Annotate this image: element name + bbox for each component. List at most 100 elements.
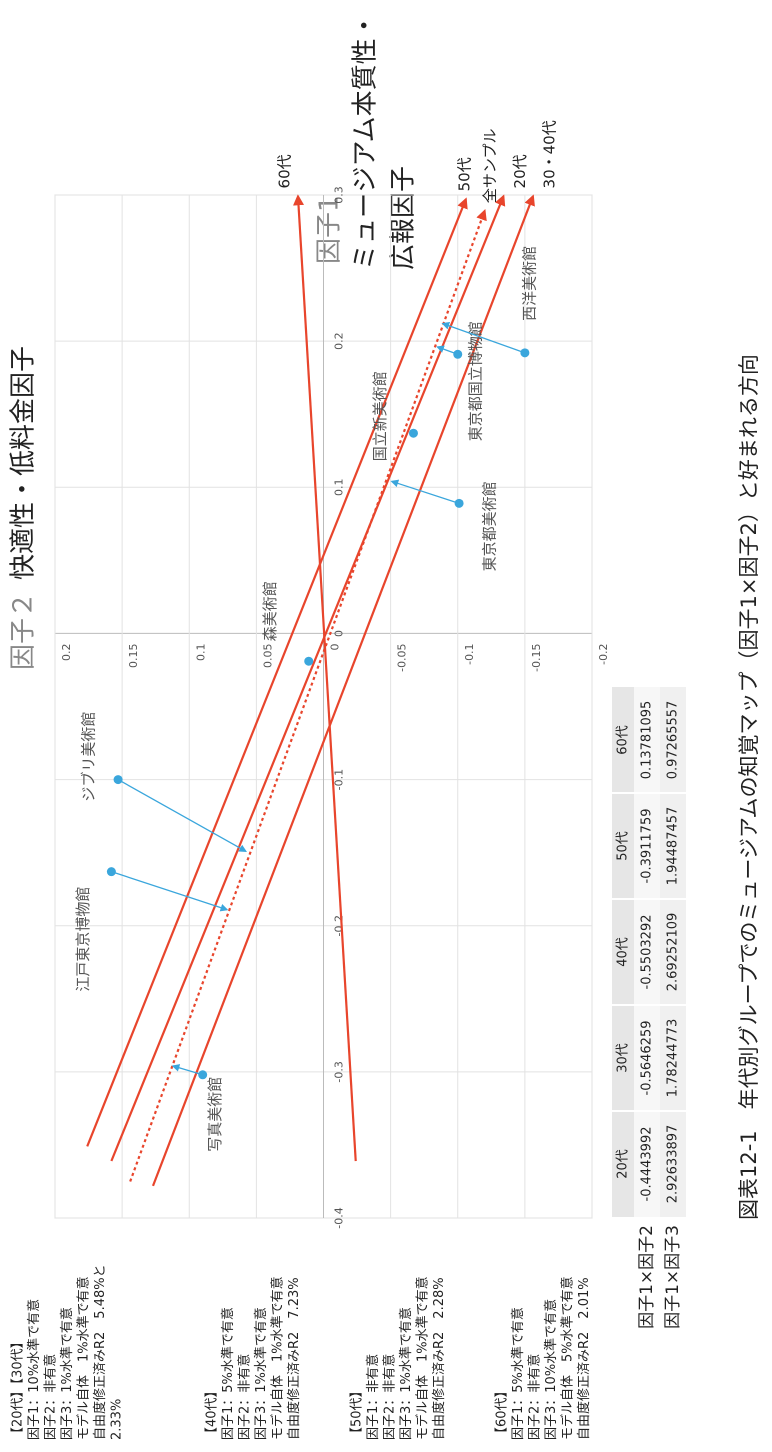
table-header: 60代 bbox=[616, 725, 631, 755]
table-cell: -0.4443992 bbox=[640, 1127, 655, 1202]
y-tick-label: 0.1 bbox=[194, 643, 207, 661]
y-tick-label: -0.1 bbox=[463, 643, 476, 664]
point bbox=[454, 498, 464, 508]
table-cell: 2.92633897 bbox=[666, 1125, 681, 1204]
note-line: モデル自体 1%水準で有意 bbox=[415, 1276, 431, 1440]
x-tick-label: 0 bbox=[333, 630, 346, 637]
note-line: 因子1：10%水準で有意 bbox=[26, 1299, 42, 1440]
y-tick-label: 0 bbox=[329, 643, 342, 650]
point-label: 東京都国立博物館 bbox=[466, 321, 484, 441]
y-tick-label: 0.05 bbox=[261, 643, 274, 668]
note-line: 因子3：1%水準で有意 bbox=[398, 1307, 414, 1440]
y-tick-label: -0.05 bbox=[396, 643, 409, 671]
x-tick-label: 0.3 bbox=[333, 186, 346, 204]
note-line: 因子3：1%水準で有意 bbox=[59, 1307, 75, 1440]
point bbox=[198, 1070, 208, 1080]
point-label: 江戸東京博物館 bbox=[74, 887, 92, 992]
note-line: 自由度修正済みR2 2.28% bbox=[431, 1277, 447, 1440]
x-axis-desc: 広報因子 bbox=[389, 166, 419, 270]
y-tick-label: -0.15 bbox=[530, 643, 543, 671]
table-cell: 0.13781095 bbox=[640, 701, 655, 780]
x-tick-label: -0.2 bbox=[333, 915, 346, 936]
x-axis-label: 因子1 bbox=[315, 195, 345, 264]
point-label: 東京都美術館 bbox=[481, 481, 499, 571]
note-line: 因子3：1%水準で有意 bbox=[253, 1307, 269, 1440]
table-cell: -0.5503292 bbox=[640, 915, 655, 990]
projection-arrow bbox=[390, 479, 460, 504]
direction-vector bbox=[151, 194, 535, 1187]
table-cell: 0.97265557 bbox=[666, 701, 681, 780]
y-tick-label: 0.2 bbox=[60, 643, 73, 661]
projection-arrow bbox=[117, 779, 247, 852]
note-line: 【20代】【30代】 bbox=[11, 1335, 26, 1440]
point bbox=[113, 775, 123, 785]
vector-label: 50代 bbox=[455, 157, 473, 191]
projection-arrow bbox=[111, 871, 229, 912]
point bbox=[304, 656, 314, 666]
table-row-bg bbox=[634, 687, 660, 1217]
note-line: 自由度修正済みR2 5.48%と bbox=[92, 1264, 108, 1440]
point bbox=[453, 349, 463, 359]
point bbox=[408, 428, 418, 438]
table-cell: 1.78244773 bbox=[666, 1019, 681, 1098]
x-tick-label: -0.1 bbox=[333, 769, 346, 790]
note-line: 因子1：非有意 bbox=[365, 1354, 381, 1440]
projection-arrow bbox=[171, 1064, 203, 1076]
y-axis-desc: 快適性・低料金因子 bbox=[9, 346, 39, 580]
vector-label: 全サンプル bbox=[481, 129, 499, 204]
point-label: 西洋美術館 bbox=[520, 246, 538, 321]
table-cell: 2.69252109 bbox=[666, 913, 681, 992]
table-cell: 1.94487457 bbox=[666, 807, 681, 886]
note-line: モデル自体 1%水準で有意 bbox=[76, 1276, 92, 1440]
note-line: 因子2：非有意 bbox=[527, 1354, 543, 1440]
note-line: 因子2：非有意 bbox=[43, 1354, 59, 1440]
note-line: モデル自体 5%水準で有意 bbox=[560, 1276, 576, 1440]
vector-label: 30・40代 bbox=[540, 120, 558, 188]
table-row-label: 因子1×因子3 bbox=[663, 1225, 683, 1329]
y-tick-label: -0.2 bbox=[597, 643, 610, 664]
note-line: 【50代】 bbox=[350, 1384, 365, 1440]
direction-vector bbox=[293, 194, 357, 1162]
point bbox=[520, 348, 530, 358]
point bbox=[106, 867, 116, 877]
note-line: 因子2：非有意 bbox=[237, 1354, 253, 1440]
vector-label: 20代 bbox=[511, 154, 529, 188]
note-line: 自由度修正済みR2 7.23% bbox=[286, 1277, 302, 1440]
y-axis-label: 因子２ bbox=[9, 592, 39, 670]
table-header: 20代 bbox=[616, 1149, 631, 1179]
caption: 図表12-1 年代別グループでのミュージアムの知覚マップ（因子1×因子2）と好ま… bbox=[737, 354, 761, 1220]
direction-vector bbox=[129, 209, 487, 1182]
note-line: モデル自体 1%水準で有意 bbox=[270, 1276, 286, 1440]
note-line: 因子2：非有意 bbox=[382, 1354, 398, 1440]
x-tick-label: -0.4 bbox=[333, 1207, 346, 1228]
vector-label: 60代 bbox=[275, 154, 293, 188]
x-tick-label: 0.2 bbox=[333, 332, 346, 350]
table-header-bg bbox=[612, 687, 634, 1217]
table-row-bg bbox=[660, 687, 686, 1217]
table-header: 30代 bbox=[616, 1043, 631, 1073]
point-label: 国立新美術館 bbox=[371, 371, 389, 461]
y-tick-label: 0.15 bbox=[127, 643, 140, 668]
note-line: 【60代】 bbox=[495, 1384, 510, 1440]
table-header: 40代 bbox=[616, 937, 631, 967]
point-label: 写真美術館 bbox=[206, 1077, 224, 1152]
point-label: ジブリ美術館 bbox=[80, 712, 98, 802]
table-cell: -0.5646259 bbox=[640, 1021, 655, 1096]
note-line: 【40代】 bbox=[205, 1384, 220, 1440]
table-header: 50代 bbox=[616, 831, 631, 861]
x-tick-label: -0.3 bbox=[333, 1061, 346, 1082]
direction-vector bbox=[86, 197, 468, 1147]
note-line: 因子1：5%水準で有意 bbox=[220, 1307, 236, 1440]
note-line: 因子3：10%水準で有意 bbox=[543, 1299, 559, 1440]
table-cell: -0.3911759 bbox=[640, 809, 655, 884]
point-label: 森美術館 bbox=[261, 581, 279, 641]
table-row-label: 因子1×因子2 bbox=[637, 1225, 657, 1329]
projection-arrow bbox=[441, 322, 526, 354]
x-axis-desc: ミュージアム本質性・ bbox=[351, 12, 381, 270]
note-line: 自由度修正済みR2 2.01% bbox=[576, 1277, 592, 1440]
note-line: 因子1：5%水準で有意 bbox=[510, 1307, 526, 1440]
x-tick-label: 0.1 bbox=[333, 479, 346, 497]
